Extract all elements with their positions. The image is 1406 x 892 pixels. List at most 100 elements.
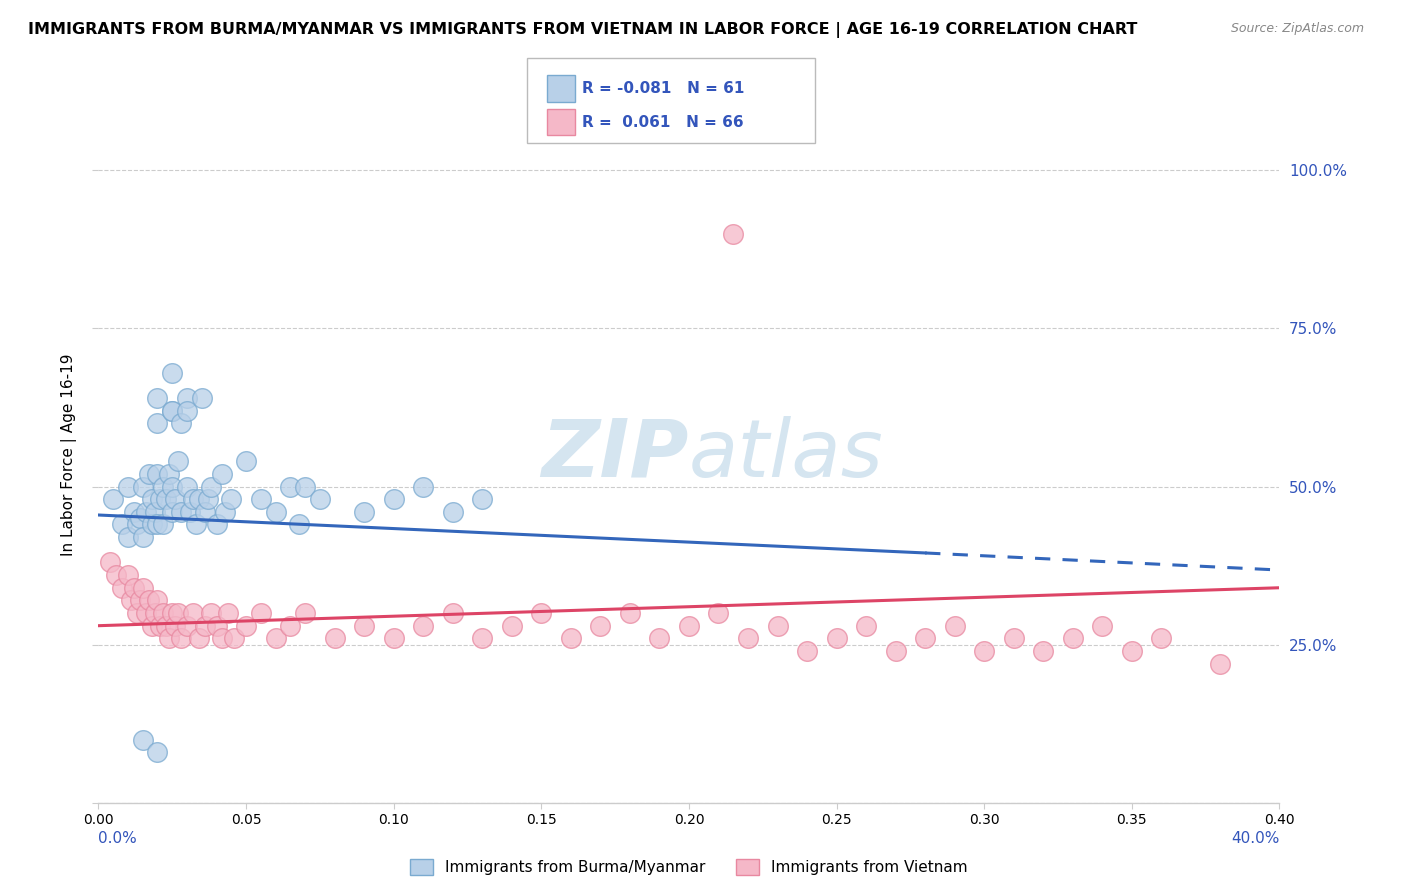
Point (441, 505, 464, 519)
Point (187, 492, 209, 507)
Point (162, 479, 183, 493)
Point (146, 417, 169, 431)
Point (1002, 632, 1025, 646)
Point (197, 492, 219, 507)
Point (619, 606, 641, 620)
Point (560, 632, 582, 646)
Point (146, 593, 169, 607)
Point (264, 632, 287, 646)
Y-axis label: In Labor Force | Age 16-19: In Labor Force | Age 16-19 (60, 353, 77, 557)
Point (149, 492, 172, 507)
Point (250, 606, 273, 620)
Point (382, 492, 405, 507)
Point (176, 403, 198, 417)
Point (219, 492, 242, 507)
Point (309, 492, 332, 507)
Point (288, 517, 311, 532)
Point (412, 479, 434, 493)
Point (111, 581, 134, 595)
Point (146, 467, 169, 481)
Point (111, 517, 134, 532)
Point (170, 505, 193, 519)
Point (211, 467, 233, 481)
Point (128, 511, 150, 525)
Point (353, 505, 375, 519)
Point (162, 606, 183, 620)
Point (157, 632, 180, 646)
Legend: Immigrants from Burma/Myanmar, Immigrants from Vietnam: Immigrants from Burma/Myanmar, Immigrant… (411, 859, 967, 875)
Point (678, 618, 700, 632)
Point (146, 745, 169, 759)
Point (589, 618, 612, 632)
Point (162, 505, 183, 519)
Point (170, 417, 193, 431)
Point (235, 618, 257, 632)
Point (132, 732, 155, 747)
Point (181, 492, 204, 507)
Point (143, 505, 166, 519)
Point (170, 632, 193, 646)
Point (149, 618, 172, 632)
Point (194, 618, 217, 632)
Point (132, 530, 155, 544)
Point (152, 517, 174, 532)
Point (530, 606, 553, 620)
Text: 0.0%: 0.0% (98, 831, 138, 846)
Point (884, 644, 907, 658)
Point (162, 403, 183, 417)
Text: IMMIGRANTS FROM BURMA/MYANMAR VS IMMIGRANTS FROM VIETNAM IN LABOR FORCE | AGE 16: IMMIGRANTS FROM BURMA/MYANMAR VS IMMIGRA… (28, 22, 1137, 38)
Point (128, 593, 150, 607)
Point (264, 505, 287, 519)
Point (943, 618, 966, 632)
Point (1062, 632, 1084, 646)
Point (382, 632, 405, 646)
Point (152, 479, 174, 493)
Point (176, 391, 198, 405)
Point (412, 618, 434, 632)
Point (157, 467, 180, 481)
Point (155, 618, 177, 632)
Point (217, 606, 239, 620)
Point (141, 517, 163, 532)
Point (132, 479, 155, 493)
Point (648, 632, 671, 646)
Point (278, 479, 302, 493)
Point (235, 454, 257, 468)
Point (122, 581, 145, 595)
Point (105, 568, 128, 582)
Point (914, 632, 936, 646)
Point (1121, 644, 1143, 658)
Point (194, 505, 217, 519)
Point (1209, 657, 1232, 671)
Point (441, 606, 464, 620)
Point (162, 366, 183, 380)
Point (294, 479, 316, 493)
Point (117, 530, 139, 544)
Point (825, 632, 848, 646)
Point (176, 479, 198, 493)
Point (165, 492, 187, 507)
Point (117, 479, 139, 493)
Point (98, 556, 121, 570)
Point (122, 505, 145, 519)
Point (205, 517, 228, 532)
Point (167, 454, 190, 468)
Point (973, 644, 995, 658)
Point (162, 403, 183, 417)
Point (471, 492, 494, 507)
Point (191, 391, 214, 405)
Text: R =  0.061   N = 66: R = 0.061 N = 66 (582, 114, 744, 129)
Point (1032, 644, 1054, 658)
Point (120, 593, 142, 607)
Text: atlas: atlas (689, 416, 884, 494)
Point (167, 606, 190, 620)
Point (250, 492, 273, 507)
Point (155, 492, 177, 507)
Point (103, 492, 125, 507)
Point (1091, 618, 1114, 632)
Point (141, 492, 163, 507)
Point (737, 632, 759, 646)
Point (135, 505, 157, 519)
Point (200, 606, 222, 620)
Point (796, 644, 818, 658)
